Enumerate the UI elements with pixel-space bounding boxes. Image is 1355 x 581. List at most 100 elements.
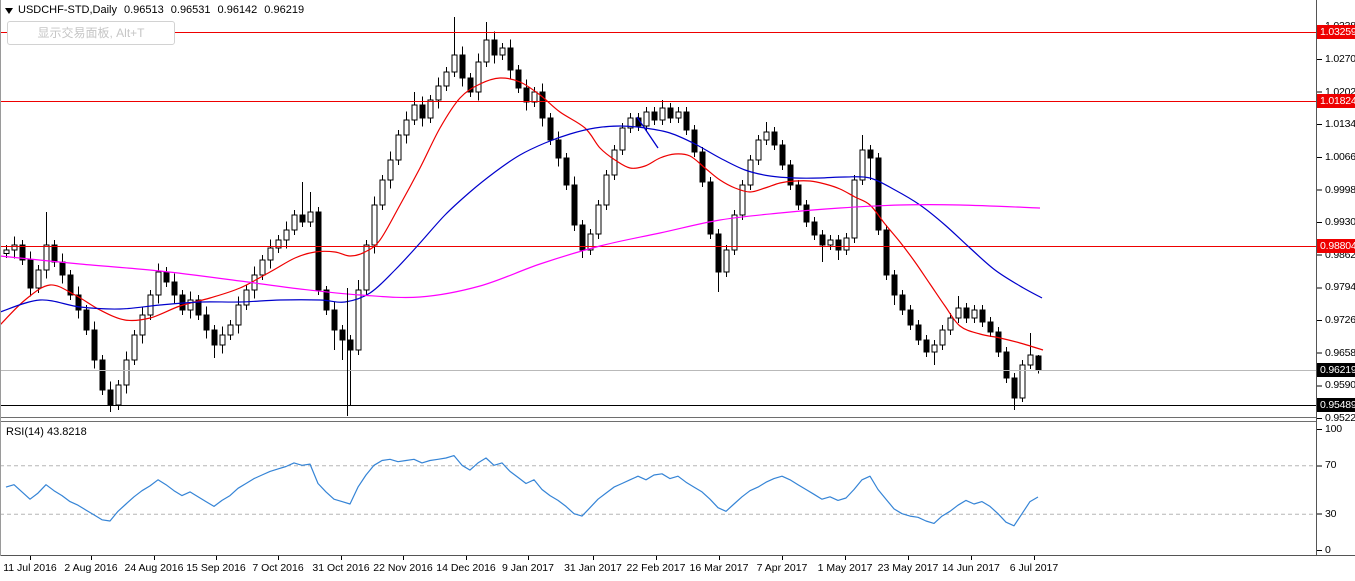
candle-bull xyxy=(395,134,402,161)
candle-bear xyxy=(99,359,106,391)
candle-bear xyxy=(683,111,690,131)
candle-bull xyxy=(139,314,146,336)
date-label: 22 Feb 2017 xyxy=(626,562,686,574)
candle-bear xyxy=(795,184,802,206)
trendline-object[interactable] xyxy=(636,116,659,149)
candle-bear xyxy=(667,107,674,119)
candle-bear xyxy=(203,314,210,331)
candle-bull xyxy=(275,239,282,249)
date-label: 6 Jul 2017 xyxy=(1009,562,1059,574)
candle-bear xyxy=(979,309,986,323)
candle-bull xyxy=(763,131,770,141)
candle-bull xyxy=(403,119,410,136)
candle-bull xyxy=(603,174,610,206)
candle-bear xyxy=(331,309,338,331)
date-label: 7 Apr 2017 xyxy=(756,562,808,574)
show-trading-panel-button[interactable]: 显示交易面板, Alt+T xyxy=(7,21,175,45)
candle-bull xyxy=(259,259,266,276)
candle-bull xyxy=(219,334,226,346)
candle-bull xyxy=(531,91,538,103)
candle-bull xyxy=(739,184,746,216)
date-label: 9 Jan 2017 xyxy=(502,562,554,574)
price-tick-label: 1.01340 xyxy=(1325,118,1355,131)
candle-bull xyxy=(147,294,154,316)
ohlc-low: 0.96142 xyxy=(217,4,258,16)
candle-bull xyxy=(827,239,834,246)
candle-bear xyxy=(779,144,786,166)
candle-bear xyxy=(27,259,34,289)
candle-bear xyxy=(579,224,586,251)
price-line-label: 0.98804 xyxy=(1317,238,1355,253)
candle-bear xyxy=(899,294,906,311)
candle-bear xyxy=(163,271,170,283)
price-line-label: 0.96219 xyxy=(1317,363,1355,377)
ma-red-line xyxy=(0,77,1044,351)
candle-bull xyxy=(11,244,18,251)
candle-bull xyxy=(931,344,938,353)
candle-bear xyxy=(75,294,82,311)
candle-bull xyxy=(723,249,730,273)
candle-bull xyxy=(939,329,946,346)
candle-bull xyxy=(291,214,298,231)
candle-bear xyxy=(883,229,890,276)
candle-bear xyxy=(571,184,578,226)
date-label: 16 Mar 2017 xyxy=(689,562,749,574)
candle-bear xyxy=(515,69,522,89)
price-line-label: 1.03259 xyxy=(1317,25,1355,40)
candle-bull xyxy=(443,71,450,87)
ohlc-close: 0.96219 xyxy=(264,4,305,16)
candle-bear xyxy=(67,274,74,296)
candle-bear xyxy=(1035,355,1042,371)
candle-bull xyxy=(859,149,866,181)
date-label: 1 May 2017 xyxy=(817,562,873,574)
candle-bear xyxy=(83,309,90,331)
candle-bear xyxy=(811,221,818,236)
candle-bull xyxy=(451,54,458,73)
candle-bull xyxy=(379,179,386,206)
date-label: 14 Dec 2016 xyxy=(436,562,496,574)
candle-bull xyxy=(843,237,850,251)
candle-bull xyxy=(123,359,130,386)
candle-bull xyxy=(731,214,738,251)
candle-bear xyxy=(563,157,570,186)
candle-bear xyxy=(459,54,466,79)
candle-bull xyxy=(243,289,250,306)
ma-magenta-line xyxy=(0,204,1041,299)
candle-bear xyxy=(691,129,698,153)
candle-bull xyxy=(363,244,370,291)
candle-bear xyxy=(467,77,474,93)
candle-bear xyxy=(491,39,498,56)
candles-layer xyxy=(3,17,1042,412)
candle-bull xyxy=(971,309,978,319)
candle-bear xyxy=(875,157,882,231)
candle-bear xyxy=(1011,377,1018,399)
candle-bear xyxy=(651,111,658,121)
candle-bull xyxy=(235,304,242,326)
rsi-tick-label: 100 xyxy=(1325,423,1342,435)
candle-bear xyxy=(211,329,218,346)
date-label: 31 Oct 2016 xyxy=(312,562,370,574)
candle-bear xyxy=(995,331,1002,353)
candle-bull xyxy=(371,204,378,246)
candle-bull xyxy=(755,139,762,161)
price-tick-label: 0.95220 xyxy=(1325,411,1355,424)
price-line-label: 1.01824 xyxy=(1317,93,1355,108)
candle-bull xyxy=(131,334,138,361)
candle-bear xyxy=(787,164,794,186)
chart-dropdown-arrow-icon[interactable] xyxy=(5,8,13,14)
candle-bull xyxy=(611,149,618,176)
candle-bear xyxy=(419,104,426,119)
date-label: 11 Jul 2016 xyxy=(3,562,57,574)
candle-bull xyxy=(283,229,290,241)
rsi-tick-label: 0 xyxy=(1325,544,1331,556)
candle-bear xyxy=(555,139,562,159)
candle-bear xyxy=(803,204,810,223)
candle-bear xyxy=(339,329,346,341)
candle-bull xyxy=(355,289,362,351)
candle-bull xyxy=(595,204,602,235)
date-label: 14 Jun 2017 xyxy=(942,562,1000,574)
